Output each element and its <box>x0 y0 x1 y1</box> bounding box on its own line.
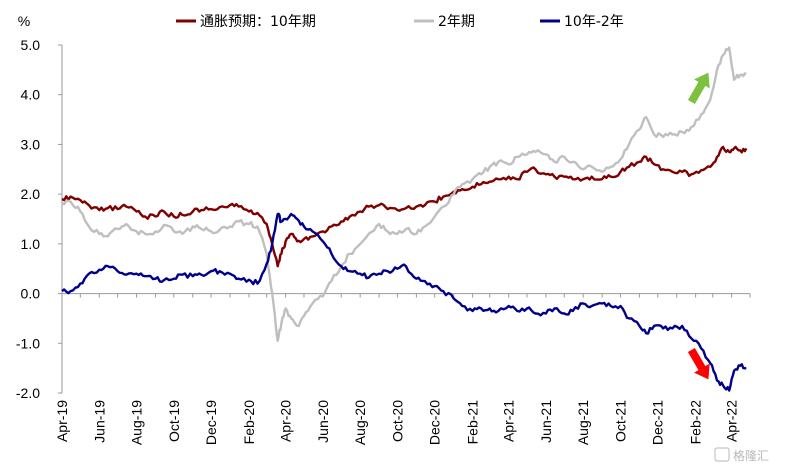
y-axis-unit: % <box>18 13 30 29</box>
x-tick-label: Dec-20 <box>427 400 443 445</box>
y-tick-label: 2.0 <box>21 186 41 202</box>
legend: 通胀预期：10年期 2年期 10年-2年 <box>176 14 624 30</box>
down-arrow-icon <box>687 347 710 380</box>
x-tick-label: Oct-20 <box>389 400 405 442</box>
annotation-layer <box>687 72 710 380</box>
watermark: 格隆汇 <box>714 447 769 463</box>
series-line-1 <box>61 145 748 268</box>
x-tick-label: Aug-21 <box>575 400 591 445</box>
y-axis: 5.0 4.0 3.0 2.0 1.0 0.0 -1.0 -2.0 <box>16 37 63 401</box>
y-tick-label: 4.0 <box>21 87 41 103</box>
x-tick-label: Jun-21 <box>538 400 554 443</box>
x-tick-label: Feb-20 <box>241 400 257 445</box>
x-tick-label: Apr-22 <box>724 400 740 442</box>
x-tick-label: Jun-20 <box>315 400 331 443</box>
y-tick-label: 3.0 <box>21 136 41 152</box>
legend-label: 通胀预期：10年期 <box>200 14 316 30</box>
legend-label: 10年-2年 <box>564 14 624 30</box>
x-tick-label: Apr-21 <box>501 400 517 442</box>
y-tick-label: -1.0 <box>16 335 40 351</box>
series-line-2 <box>61 46 747 342</box>
x-tick-label: Apr-19 <box>54 400 70 442</box>
legend-label: 2年期 <box>438 14 475 30</box>
y-tick-label: 5.0 <box>21 37 41 53</box>
x-tick-label: Aug-19 <box>129 400 145 445</box>
y-tick-label: 0.0 <box>21 286 41 302</box>
series-line-3 <box>61 212 747 392</box>
x-tick-label: Oct-21 <box>612 400 628 442</box>
x-tick-label: Jun-19 <box>91 400 107 443</box>
logo-badge-icon <box>714 447 730 462</box>
x-tick-label: Apr-20 <box>278 400 294 442</box>
x-tick-label: Feb-22 <box>688 400 704 445</box>
x-tick-label: Dec-21 <box>650 400 666 445</box>
x-axis: Apr-19 Jun-19 Aug-19 Oct-19 Dec-19 Feb-20 Apr-… <box>54 293 751 445</box>
x-tick-label: Aug-20 <box>352 400 368 445</box>
y-tick-label: 1.0 <box>21 236 41 252</box>
y-tick-label: -2.0 <box>16 385 40 401</box>
series-layer <box>61 46 748 392</box>
up-arrow-icon <box>687 72 710 105</box>
watermark-text: 格隆汇 <box>733 448 769 463</box>
x-tick-label: Dec-19 <box>203 400 219 445</box>
x-tick-label: Oct-19 <box>166 400 182 442</box>
x-tick-label: Feb-21 <box>465 400 481 445</box>
